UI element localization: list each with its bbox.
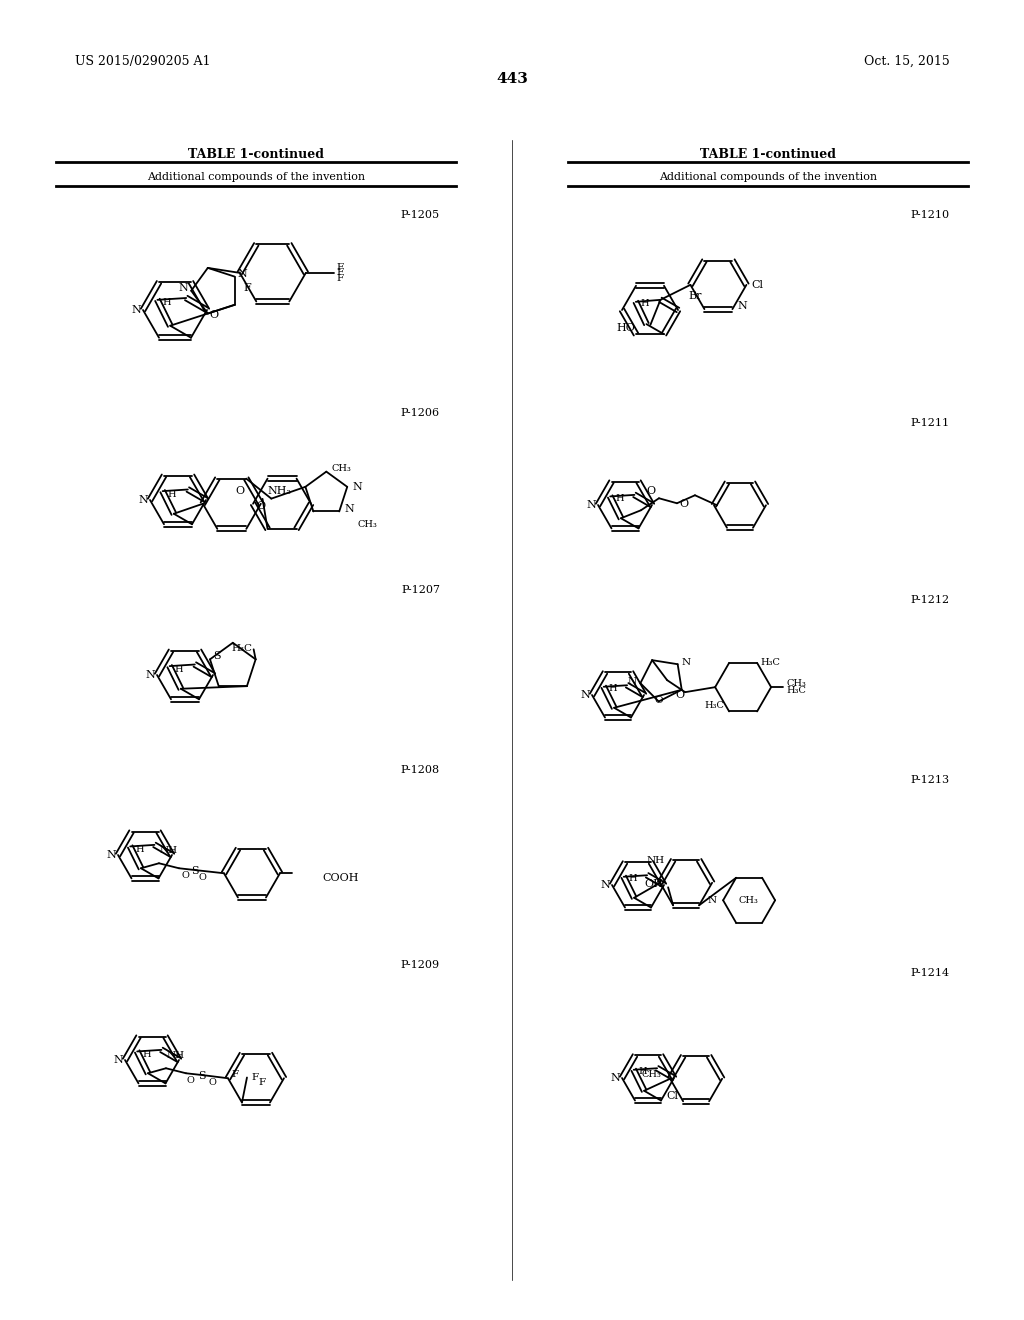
Text: F: F <box>337 268 344 277</box>
Text: TABLE 1-continued: TABLE 1-continued <box>188 148 324 161</box>
Text: F: F <box>231 1069 239 1078</box>
Text: P-1214: P-1214 <box>911 968 950 978</box>
Text: N: N <box>238 268 248 279</box>
Text: H: H <box>142 1049 151 1059</box>
Text: O: O <box>236 486 245 496</box>
Text: N: N <box>600 880 610 890</box>
Text: NH₂: NH₂ <box>267 486 292 496</box>
Text: CH₃: CH₃ <box>357 520 377 529</box>
Text: F: F <box>244 284 251 293</box>
Text: N: N <box>628 677 636 686</box>
Text: O: O <box>199 874 207 882</box>
Text: Additional compounds of the invention: Additional compounds of the invention <box>658 172 878 182</box>
Text: H₃C: H₃C <box>705 701 724 710</box>
Text: F: F <box>259 1078 266 1086</box>
Text: H: H <box>639 1068 647 1076</box>
Text: H₃C: H₃C <box>231 644 253 653</box>
Text: Additional compounds of the invention: Additional compounds of the invention <box>146 172 366 182</box>
Text: S: S <box>191 866 199 876</box>
Text: NH: NH <box>647 857 666 865</box>
Text: N: N <box>145 671 155 680</box>
Text: N: N <box>352 482 362 492</box>
Text: N: N <box>682 659 691 667</box>
Text: P-1209: P-1209 <box>400 960 440 970</box>
Text: H: H <box>175 665 183 673</box>
Text: O: O <box>186 1076 194 1085</box>
Text: TABLE 1-continued: TABLE 1-continued <box>700 148 836 161</box>
Text: F: F <box>252 1073 259 1081</box>
Text: O: O <box>646 486 655 496</box>
Text: CH₃: CH₃ <box>642 1071 662 1080</box>
Text: HO: HO <box>616 323 636 333</box>
Text: O: O <box>181 871 189 880</box>
Text: O: O <box>209 1078 217 1088</box>
Text: O: O <box>679 499 688 510</box>
Text: CH₃: CH₃ <box>738 896 758 904</box>
Text: Oct. 15, 2015: Oct. 15, 2015 <box>864 55 950 69</box>
Text: H: H <box>641 300 649 309</box>
Text: N: N <box>113 1055 123 1065</box>
Text: P-1208: P-1208 <box>400 766 440 775</box>
Text: P-1213: P-1213 <box>911 775 950 785</box>
Text: N: N <box>138 495 147 506</box>
Text: CH₃: CH₃ <box>786 680 806 688</box>
Text: COOH: COOH <box>322 874 358 883</box>
Text: 443: 443 <box>496 73 528 86</box>
Text: CH₃: CH₃ <box>332 463 351 473</box>
Text: P-1212: P-1212 <box>911 595 950 605</box>
Text: P-1211: P-1211 <box>911 418 950 428</box>
Text: NH: NH <box>167 1051 185 1060</box>
Text: P-1210: P-1210 <box>911 210 950 220</box>
Text: OH: OH <box>644 879 664 890</box>
Text: H₃C: H₃C <box>786 686 806 696</box>
Text: US 2015/0290205 A1: US 2015/0290205 A1 <box>75 55 211 69</box>
Text: N: N <box>106 850 116 861</box>
Text: H: H <box>608 684 617 693</box>
Text: Cl: Cl <box>752 280 764 290</box>
Text: N: N <box>581 690 590 700</box>
Text: N: N <box>344 504 354 515</box>
Text: F: F <box>337 273 344 282</box>
Text: H: H <box>168 490 176 499</box>
Text: N: N <box>708 896 717 904</box>
Text: Br: Br <box>688 292 701 301</box>
Text: H: H <box>163 298 171 308</box>
Text: O: O <box>210 309 219 319</box>
Text: F: F <box>337 263 344 272</box>
Text: N: N <box>178 282 188 293</box>
Text: H₃C: H₃C <box>760 657 780 667</box>
Text: N: N <box>131 305 141 315</box>
Text: S: S <box>213 651 220 661</box>
Text: O: O <box>654 697 663 705</box>
Text: O: O <box>257 500 266 511</box>
Text: S: S <box>199 1072 206 1081</box>
Text: N: N <box>586 500 596 510</box>
Text: H: H <box>615 494 624 503</box>
Text: Cl: Cl <box>667 1092 678 1101</box>
Text: H: H <box>135 845 143 854</box>
Text: P-1207: P-1207 <box>401 585 440 595</box>
Text: P-1206: P-1206 <box>400 408 440 418</box>
Text: H: H <box>629 874 637 883</box>
Text: N: N <box>737 301 748 312</box>
Text: N: N <box>610 1073 620 1082</box>
Text: O: O <box>676 690 685 700</box>
Text: NH: NH <box>160 846 178 855</box>
Text: P-1205: P-1205 <box>400 210 440 220</box>
